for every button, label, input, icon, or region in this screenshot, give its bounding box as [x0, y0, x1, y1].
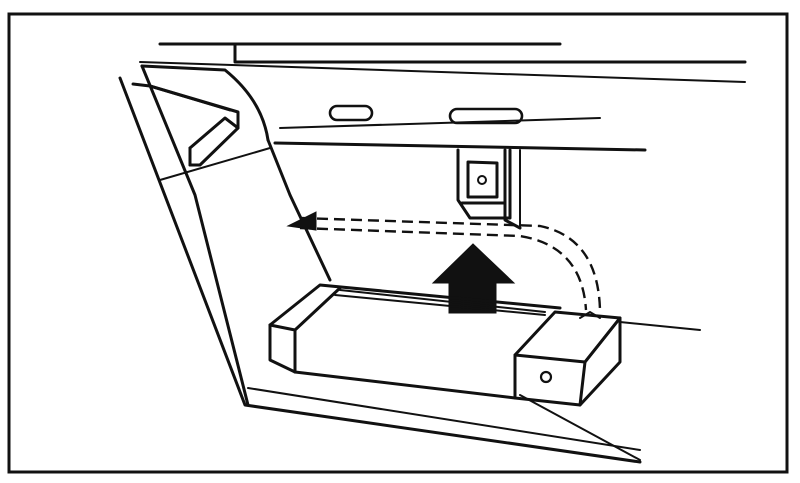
housing-outline [118, 64, 647, 464]
module-block [268, 283, 562, 400]
insertion-path [286, 211, 602, 311]
corner-bracket [131, 82, 271, 181]
slot-holes [328, 104, 524, 125]
mounting-clip [456, 148, 522, 230]
diagram-frame [7, 12, 789, 474]
floor-lines [519, 321, 701, 461]
upward-arrow [431, 243, 516, 314]
top-rail [139, 42, 747, 83]
end-cap [513, 310, 622, 407]
